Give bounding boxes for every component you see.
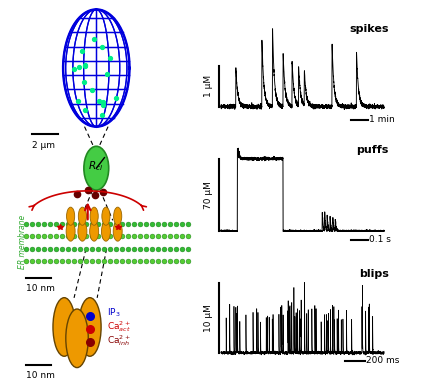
Text: IP$_3$: IP$_3$ bbox=[107, 307, 121, 319]
Text: 1 μM: 1 μM bbox=[204, 75, 213, 97]
Text: 70 μM: 70 μM bbox=[204, 181, 213, 209]
Ellipse shape bbox=[66, 309, 88, 367]
Text: 10 nm: 10 nm bbox=[26, 371, 54, 378]
Ellipse shape bbox=[90, 222, 98, 241]
Text: 10 nm: 10 nm bbox=[26, 284, 54, 293]
Ellipse shape bbox=[53, 298, 75, 356]
Text: 0.1 s: 0.1 s bbox=[369, 235, 390, 244]
Ellipse shape bbox=[66, 222, 75, 241]
Ellipse shape bbox=[114, 207, 122, 225]
Ellipse shape bbox=[101, 222, 110, 241]
Ellipse shape bbox=[78, 222, 87, 241]
Ellipse shape bbox=[79, 298, 101, 356]
Circle shape bbox=[84, 146, 109, 190]
Ellipse shape bbox=[90, 207, 98, 225]
Ellipse shape bbox=[78, 207, 86, 225]
Text: blips: blips bbox=[359, 269, 389, 279]
Text: puffs: puffs bbox=[357, 145, 389, 155]
Text: $R_{cl}$: $R_{cl}$ bbox=[88, 160, 103, 173]
Text: ER membrane: ER membrane bbox=[18, 215, 27, 269]
Ellipse shape bbox=[113, 222, 122, 241]
Text: 200 ms: 200 ms bbox=[366, 356, 399, 365]
Text: spikes: spikes bbox=[350, 23, 389, 34]
Bar bbox=[26, 237, 188, 258]
Text: 10 μM: 10 μM bbox=[204, 304, 213, 332]
Text: 1 min: 1 min bbox=[369, 115, 394, 124]
Text: 2 μm: 2 μm bbox=[32, 141, 55, 150]
Ellipse shape bbox=[102, 207, 110, 225]
Text: Ca$^{2+}_{act}$: Ca$^{2+}_{act}$ bbox=[107, 319, 131, 335]
Ellipse shape bbox=[67, 207, 75, 225]
Text: Ca$^{2+}_{inh}$: Ca$^{2+}_{inh}$ bbox=[107, 333, 131, 349]
